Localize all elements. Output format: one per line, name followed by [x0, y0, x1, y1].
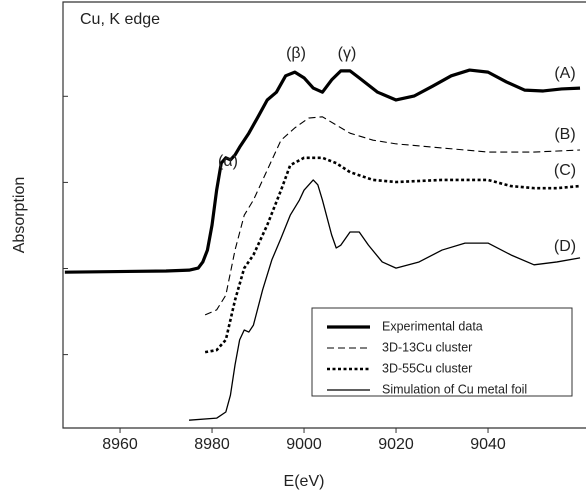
series-line	[64, 68, 581, 274]
x-axis-label: E(eV)	[284, 473, 325, 490]
series-line	[188, 179, 581, 421]
legend-label: Simulation of Cu metal foil	[382, 382, 527, 396]
x-tick-label: 9000	[286, 436, 322, 453]
x-tick-label: 9040	[470, 436, 506, 453]
annotation: (D)	[554, 238, 576, 255]
annotation: (α)	[218, 153, 238, 170]
series-line	[204, 156, 581, 354]
x-tick-label: 9020	[378, 436, 414, 453]
x-tick-label: 8960	[102, 436, 138, 453]
annotation: (B)	[554, 126, 575, 143]
legend-label: 3D-13Cu cluster	[382, 340, 472, 354]
legend-label: Experimental data	[382, 319, 483, 333]
legend-label: 3D-55Cu cluster	[382, 361, 472, 375]
annotation: (β)	[286, 45, 306, 62]
plot-frame	[62, 1, 586, 429]
series-line	[204, 116, 581, 316]
annotation: (C)	[554, 162, 576, 179]
annotation: Cu, K edge	[80, 11, 160, 28]
x-tick-label: 8980	[194, 436, 230, 453]
legend-box	[311, 307, 573, 397]
annotation: (A)	[554, 65, 575, 82]
annotation: (γ)	[338, 45, 357, 62]
y-axis-label: Absorption	[11, 177, 28, 254]
